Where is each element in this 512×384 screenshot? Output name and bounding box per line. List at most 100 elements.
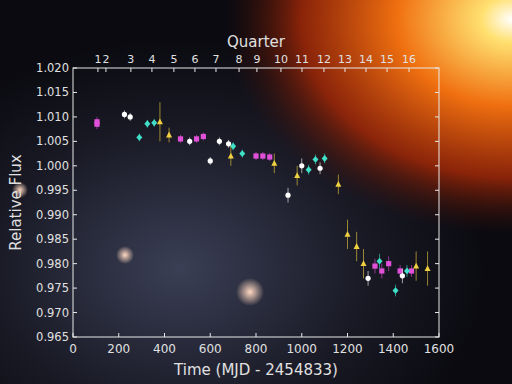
y-tick-label: 1.005 — [36, 134, 69, 148]
y-tick — [435, 92, 439, 93]
x2-tick — [151, 68, 152, 72]
point — [322, 155, 328, 162]
y-tick — [73, 68, 77, 69]
point — [377, 258, 383, 265]
point — [128, 114, 133, 119]
x-tick — [164, 333, 165, 337]
y-tick — [73, 337, 77, 338]
x2-tick — [194, 68, 195, 72]
y-tick-label: 1.015 — [36, 85, 69, 99]
point — [386, 261, 391, 266]
point — [151, 119, 157, 126]
point — [299, 163, 304, 168]
x2-tick — [387, 68, 388, 72]
x2-tick-label: 14 — [359, 53, 373, 66]
point — [372, 263, 377, 268]
x-tick — [118, 333, 119, 337]
y-tick — [73, 239, 77, 240]
point — [228, 153, 234, 159]
y-tick — [435, 116, 439, 117]
x2-tick — [130, 68, 131, 72]
point — [122, 112, 127, 117]
y-tick — [435, 190, 439, 191]
x2-tick-label: 1 — [94, 53, 101, 66]
y-tick — [73, 165, 77, 166]
point — [178, 136, 183, 141]
x2-tick — [215, 68, 216, 72]
point — [226, 141, 231, 146]
y-tick-label: 0.995 — [36, 183, 69, 197]
y-tick — [435, 312, 439, 313]
x2-tick — [409, 68, 410, 72]
point — [365, 276, 370, 281]
x-tick-label: 400 — [153, 342, 176, 356]
marks — [94, 102, 430, 296]
y-tick — [435, 68, 439, 69]
x-tick-label: 800 — [245, 342, 268, 356]
point — [253, 153, 258, 158]
y-tick — [435, 288, 439, 289]
point — [393, 287, 399, 294]
star — [116, 246, 134, 264]
point — [187, 139, 192, 144]
x2-tick-label: 12 — [317, 53, 331, 66]
star — [236, 278, 264, 306]
point — [317, 166, 322, 171]
point — [361, 260, 367, 266]
y-tick — [73, 141, 77, 142]
point — [345, 231, 351, 237]
point — [306, 166, 312, 173]
chart: 020040060080010001200140016000.9650.9700… — [0, 0, 512, 384]
point — [239, 150, 245, 157]
point — [425, 265, 431, 271]
x2-tick — [173, 68, 174, 72]
x2-tick-label: 4 — [148, 53, 155, 66]
x2-tick — [366, 68, 367, 72]
point — [267, 154, 272, 159]
x-tick — [210, 333, 211, 337]
y-tick-label: 0.990 — [36, 208, 69, 222]
y-tick — [435, 239, 439, 240]
x2-axis-label: Quarter — [227, 33, 286, 51]
x2-tick — [344, 68, 345, 72]
point — [354, 243, 360, 249]
x2-tick-label: 15 — [380, 53, 394, 66]
x-tick — [439, 333, 440, 337]
y-tick — [73, 288, 77, 289]
y-tick-label: 0.980 — [36, 257, 69, 271]
x2-tick-label: 8 — [236, 53, 243, 66]
point — [201, 134, 206, 139]
x-tick-label: 0 — [69, 342, 77, 356]
y-tick — [435, 214, 439, 215]
y-axis-label: Relative Flux — [7, 154, 25, 251]
point — [217, 139, 222, 144]
point — [335, 181, 341, 187]
point — [312, 156, 318, 163]
y-tick — [73, 190, 77, 191]
y-tick — [73, 92, 77, 93]
x2-tick — [256, 68, 257, 72]
x2-tick-label: 16 — [402, 53, 416, 66]
x2-tick-label: 6 — [191, 53, 198, 66]
point — [144, 120, 150, 127]
x2-tick-label: 3 — [127, 53, 134, 66]
point — [94, 122, 99, 127]
point — [208, 158, 213, 163]
x2-tick-label: 11 — [295, 53, 309, 66]
y-tick — [73, 312, 77, 313]
x-tick-label: 1200 — [332, 342, 363, 356]
x2-tick-label: 7 — [212, 53, 219, 66]
x2-tick — [280, 68, 281, 72]
x2-tick — [239, 68, 240, 72]
point — [157, 118, 163, 124]
y-tick-label: 0.970 — [36, 306, 69, 320]
x2-tick-label: 5 — [170, 53, 177, 66]
x-tick — [73, 333, 74, 337]
point — [194, 136, 199, 141]
y-tick — [435, 337, 439, 338]
x-tick — [301, 333, 302, 337]
point — [136, 134, 142, 141]
x2-tick-label: 10 — [274, 53, 288, 66]
y-tick-label: 0.985 — [36, 232, 69, 246]
x-tick-label: 1000 — [286, 342, 317, 356]
